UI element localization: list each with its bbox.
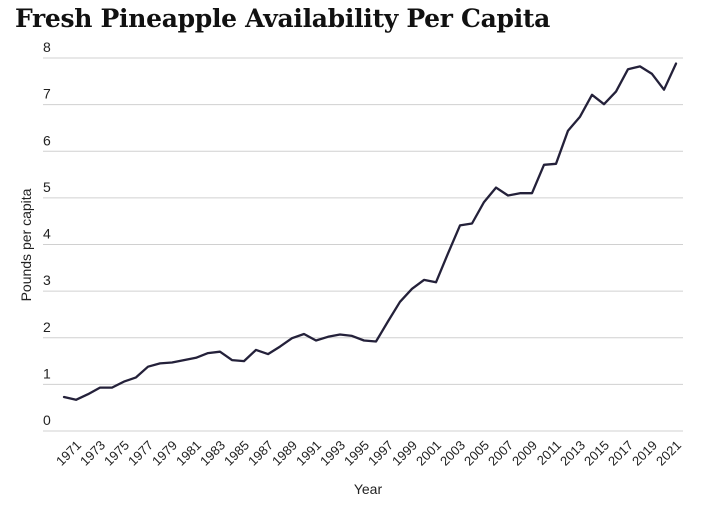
x-tick-label: 2017 bbox=[605, 438, 636, 469]
x-tick-label: 2001 bbox=[413, 438, 444, 469]
x-tick-label: 1979 bbox=[149, 438, 180, 469]
x-tick-label: 1999 bbox=[389, 438, 420, 469]
x-tick-label: 2005 bbox=[461, 438, 492, 469]
series-line-0 bbox=[62, 62, 678, 401]
x-tick-label: 1981 bbox=[173, 438, 204, 469]
y-tick-label: 7 bbox=[43, 86, 51, 102]
x-tick-label: 1977 bbox=[125, 438, 156, 469]
gridlines bbox=[43, 57, 683, 432]
x-tick-label: 1971 bbox=[53, 438, 84, 469]
x-tick-label: 1993 bbox=[317, 438, 348, 469]
x-axis-label: Year bbox=[354, 481, 383, 497]
x-axis-ticks: 1971197319751977197919811983198519871989… bbox=[53, 438, 684, 469]
x-tick-label: 1983 bbox=[197, 438, 228, 469]
x-tick-label: 1975 bbox=[101, 438, 132, 469]
x-tick-label: 2007 bbox=[485, 438, 516, 469]
x-tick-label: 1985 bbox=[221, 438, 252, 469]
x-tick-label: 2003 bbox=[437, 438, 468, 469]
x-tick-label: 1987 bbox=[245, 438, 276, 469]
y-tick-label: 0 bbox=[43, 412, 51, 428]
y-tick-label: 5 bbox=[43, 179, 51, 195]
x-tick-label: 1995 bbox=[341, 438, 372, 469]
x-tick-label: 1973 bbox=[77, 438, 108, 469]
y-axis-ticks: 0 1 2 3 4 5 6 7 8 bbox=[43, 39, 51, 428]
x-tick-label: 1997 bbox=[365, 438, 396, 469]
y-tick-label: 3 bbox=[43, 272, 51, 288]
series-layer bbox=[62, 62, 678, 401]
y-tick-label: 6 bbox=[43, 132, 51, 148]
y-tick-label: 8 bbox=[43, 39, 51, 55]
x-tick-label: 2021 bbox=[653, 438, 684, 469]
y-tick-label: 4 bbox=[43, 226, 51, 242]
y-axis-label: Pounds per capita bbox=[18, 188, 34, 301]
x-tick-label: 2009 bbox=[509, 438, 540, 469]
y-tick-label: 1 bbox=[43, 365, 51, 381]
x-tick-label: 2013 bbox=[557, 438, 588, 469]
x-tick-label: 1991 bbox=[293, 438, 324, 469]
chart-title: Fresh Pineapple Availability Per Capita bbox=[15, 4, 551, 33]
x-tick-label: 2011 bbox=[534, 438, 564, 468]
x-tick-label: 2015 bbox=[581, 438, 612, 469]
y-tick-label: 2 bbox=[43, 319, 51, 335]
x-tick-label: 1989 bbox=[269, 438, 300, 469]
x-tick-label: 2019 bbox=[629, 438, 660, 469]
